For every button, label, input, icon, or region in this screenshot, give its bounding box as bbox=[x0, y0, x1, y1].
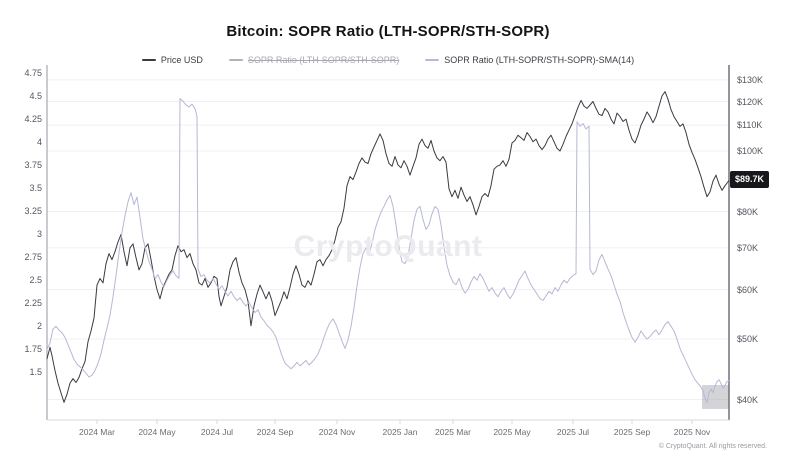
series-sopr-sma bbox=[46, 98, 730, 404]
left-axis-tick-label: 3.75 bbox=[24, 159, 42, 170]
legend-item-2[interactable]: SOPR Ratio (LTH-SOPR/STH-SOPR)-SMA(14) bbox=[425, 55, 634, 65]
legend-label: SOPR Ratio (LTH-SOPR/STH-SOPR) bbox=[247, 55, 400, 65]
legend-line-swatch bbox=[141, 59, 156, 61]
right-axis-tick-label: $100K bbox=[737, 146, 764, 156]
x-axis-tick-label: 2024 Sep bbox=[256, 427, 294, 437]
left-axis-tick-label: 4.25 bbox=[24, 113, 42, 124]
right-axis-tick-label: $80K bbox=[737, 206, 759, 217]
series-price-usd bbox=[46, 91, 730, 403]
legend-item-0[interactable]: Price USD bbox=[141, 55, 203, 65]
legend-line-swatch bbox=[228, 59, 243, 61]
x-axis-tick-label: 2025 Jan bbox=[382, 427, 418, 437]
x-axis-tick-label: 2025 May bbox=[493, 427, 531, 437]
right-axis-tick-label: $110K bbox=[737, 120, 763, 131]
legend-label: Price USD bbox=[160, 55, 203, 65]
left-axis-tick-label: 2.75 bbox=[24, 252, 42, 263]
left-axis-tick-label: 1.5 bbox=[29, 367, 42, 378]
right-axis-tick-label: $120K bbox=[737, 96, 764, 107]
current-price-badge: $89.7K bbox=[730, 171, 770, 188]
legend-label: SOPR Ratio (LTH-SOPR/STH-SOPR)-SMA(14) bbox=[444, 55, 635, 65]
right-axis-tick-label: $40K bbox=[737, 394, 759, 405]
left-axis-tick-label: 3.5 bbox=[29, 183, 42, 193]
left-axis-tick-label: 4 bbox=[36, 136, 42, 147]
highlight-region bbox=[702, 385, 729, 409]
x-axis-tick-label: 2024 May bbox=[138, 427, 176, 437]
right-axis-tick-label: $70K bbox=[737, 242, 759, 253]
x-axis-tick-label: 2024 Jul bbox=[200, 427, 234, 437]
left-axis-tick-label: 2 bbox=[36, 321, 42, 332]
x-axis-tick-label: 2025 Sep bbox=[613, 427, 651, 437]
right-axis-tick-label: $60K bbox=[737, 284, 759, 295]
left-axis-tick-label: 3.25 bbox=[24, 206, 42, 217]
legend-line-swatch bbox=[425, 59, 440, 61]
chart-legend: Price USD SOPR Ratio (LTH-SOPR/STH-SOPR) S… bbox=[0, 55, 776, 65]
x-axis-tick-label: 2024 Mar bbox=[79, 427, 115, 437]
x-axis-tick-label: 2024 Nov bbox=[318, 427, 356, 437]
left-axis-tick-label: 1.75 bbox=[24, 344, 42, 355]
left-axis-tick-label: 3 bbox=[36, 229, 42, 240]
x-axis-tick-label: 2025 Mar bbox=[435, 427, 471, 437]
right-axis-tick-label: $130K bbox=[737, 74, 764, 85]
left-axis-tick-label: 2.5 bbox=[29, 275, 42, 286]
left-axis-tick-label: 4.75 bbox=[24, 67, 42, 78]
left-axis-tick-label: 2.25 bbox=[24, 298, 42, 309]
legend-item-1[interactable]: SOPR Ratio (LTH-SOPR/STH-SOPR) bbox=[228, 55, 400, 65]
x-axis-tick-label: 2025 Nov bbox=[673, 427, 711, 437]
right-axis-tick-label: $50K bbox=[737, 334, 759, 345]
page-title: Bitcoin: SOPR Ratio (LTH-SOPR/STH-SOPR) bbox=[226, 23, 550, 40]
x-axis-tick-label: 2025 Jul bbox=[556, 427, 590, 437]
left-axis-tick-label: 4.5 bbox=[29, 90, 42, 101]
copyright-notice: © CryptoQuant. All rights reserved. bbox=[658, 443, 767, 450]
